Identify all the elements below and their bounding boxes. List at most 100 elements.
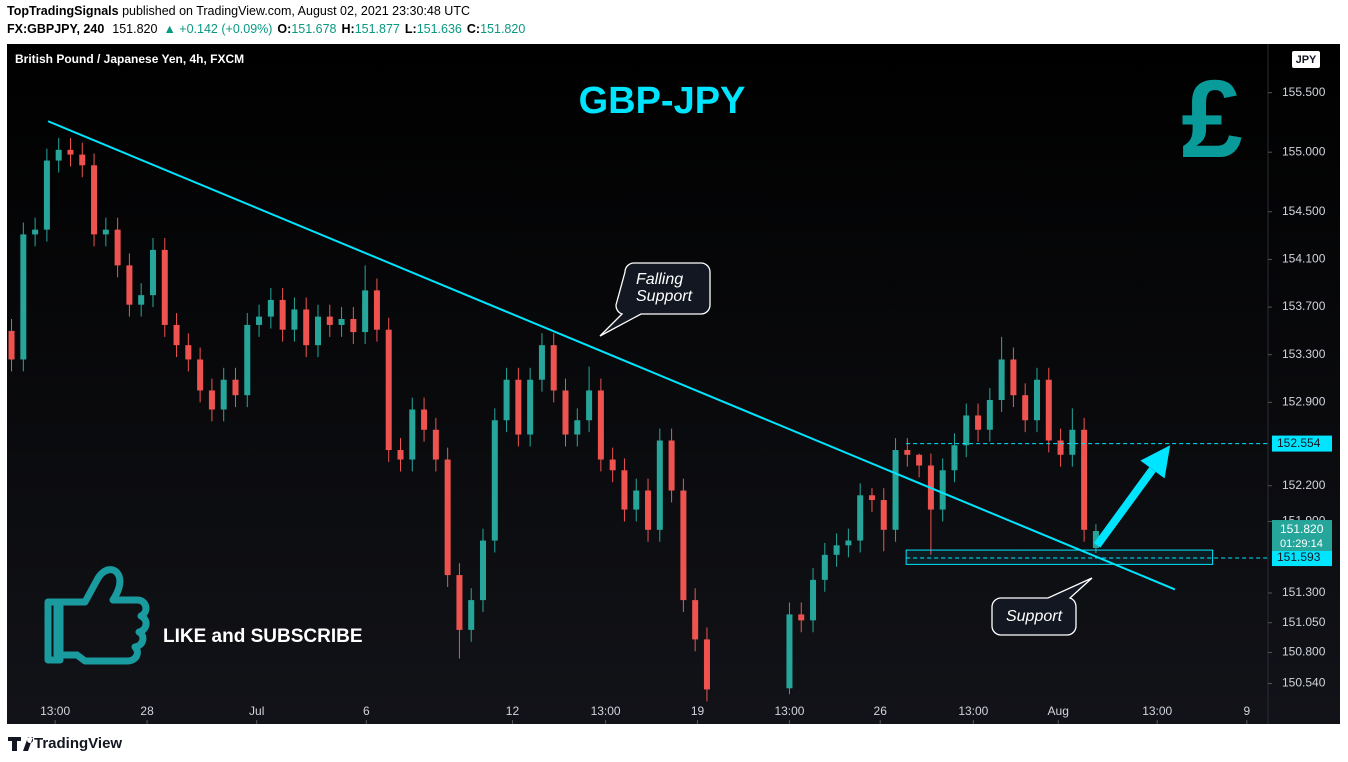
footer-brand: TradingView — [34, 735, 122, 752]
candle-body — [303, 309, 310, 346]
ohlc-label: C: — [467, 22, 480, 36]
candle-body — [91, 165, 98, 235]
publisher: TopTradingSignals — [7, 4, 119, 18]
tv-logo — [8, 737, 34, 751]
candle-body — [597, 390, 604, 460]
callout-bubble — [599, 262, 711, 337]
ohlc-value: 151.678 — [291, 22, 336, 36]
candle-body — [32, 229, 39, 235]
countdown: 01:29:14 — [1280, 538, 1323, 550]
candle-body — [503, 379, 510, 421]
x-tick-label: 9 — [1243, 704, 1250, 718]
y-tick-label: 154.100 — [1282, 252, 1326, 266]
candle-body — [833, 545, 840, 555]
chart-bg — [7, 44, 1340, 724]
callout-bubble — [991, 577, 1093, 636]
candle-body — [963, 415, 970, 446]
x-tick-label: 6 — [363, 704, 370, 718]
callout-text: Falling — [636, 271, 683, 288]
candle-body — [102, 229, 109, 235]
candle-body — [409, 409, 416, 460]
arrow-shaft — [1093, 467, 1156, 548]
candle-body — [904, 450, 911, 455]
candle-body — [350, 318, 357, 333]
candle-body — [550, 345, 557, 391]
candle-body — [421, 409, 428, 430]
candle-body — [868, 495, 875, 501]
ohlc-label: H: — [342, 22, 355, 36]
candle-body — [185, 345, 192, 360]
y-tick-label: 153.300 — [1282, 347, 1326, 361]
candle-body — [456, 575, 463, 630]
candle-body — [79, 154, 86, 166]
candle-body — [951, 445, 958, 471]
candle-body — [362, 290, 369, 333]
candle-body — [1092, 531, 1099, 548]
candle-body — [338, 318, 345, 325]
price-line-label: 152.554 — [1277, 436, 1321, 450]
x-tick-label: 19 — [691, 704, 705, 718]
currency-badge — [1292, 51, 1320, 68]
candle-body — [857, 495, 864, 541]
candle-body — [232, 379, 239, 396]
chart-subtitle: British Pound / Japanese Yen, 4h, FXCM — [15, 52, 244, 66]
candle-body — [798, 614, 805, 621]
y-tick-label: 151.050 — [1282, 615, 1326, 629]
y-tick-label: 155.000 — [1282, 144, 1326, 158]
ohlc-value: 151.877 — [355, 22, 400, 36]
candle-body — [845, 540, 852, 546]
candle-body — [138, 295, 145, 305]
y-tick-label: 153.700 — [1282, 299, 1326, 313]
candle-body — [916, 454, 923, 466]
promo-text: LIKE and SUBSCRIBE — [163, 626, 363, 647]
candle-body — [385, 329, 392, 451]
price-line-badge — [1272, 550, 1332, 567]
candle-body — [880, 500, 887, 530]
last-price-label: 151.820 — [1280, 522, 1324, 536]
trend-line — [47, 120, 1176, 591]
candle-body — [432, 429, 439, 460]
candle-body — [491, 420, 498, 541]
candle-body — [656, 440, 663, 530]
quote-line: FX:GBPJPY, 240 151.820 ▲ +0.142 (+0.09%) O:… — [7, 22, 525, 36]
candle-body — [173, 324, 180, 346]
candle-body — [397, 450, 404, 460]
x-tick-label: 13:00 — [1142, 704, 1172, 718]
y-tick-label: 152.200 — [1282, 478, 1326, 492]
y-tick-label: 151.300 — [1282, 585, 1326, 599]
y-tick-label: 152.900 — [1282, 395, 1326, 409]
candle-body — [680, 490, 687, 601]
candle-body — [1010, 359, 1017, 396]
candle-body — [208, 390, 215, 410]
x-tick-label: 28 — [140, 704, 154, 718]
candle-body — [562, 390, 569, 435]
candle-body — [314, 316, 321, 346]
candle-body — [703, 639, 710, 690]
candle-body — [291, 309, 298, 330]
pound-icon: £ — [1181, 58, 1242, 181]
candle-body — [220, 379, 227, 410]
candle-body — [256, 316, 263, 325]
price-line-badge — [1272, 435, 1332, 452]
candle-body — [810, 579, 817, 621]
candle-body — [939, 470, 946, 510]
callout-text: Support — [1006, 608, 1063, 625]
candle-body — [468, 600, 475, 630]
candle-body — [267, 299, 274, 317]
candle-body — [892, 450, 899, 530]
x-tick-label: Jul — [249, 704, 264, 718]
callout-text: Support — [636, 288, 693, 305]
x-tick-label: 13:00 — [958, 704, 988, 718]
candle-body — [114, 229, 121, 266]
candle-body — [279, 299, 286, 330]
candle-body — [8, 330, 15, 360]
currency: JPY — [1296, 54, 1317, 66]
candle-body — [67, 149, 74, 155]
x-tick-label: 13:00 — [40, 704, 70, 718]
price-line-label: 151.593 — [1277, 550, 1321, 564]
candle-body — [244, 324, 251, 396]
candle-body — [43, 160, 50, 230]
ohlc-label: L: — [405, 22, 417, 36]
x-tick-label: 13:00 — [591, 704, 621, 718]
x-tick-label: 12 — [506, 704, 520, 718]
